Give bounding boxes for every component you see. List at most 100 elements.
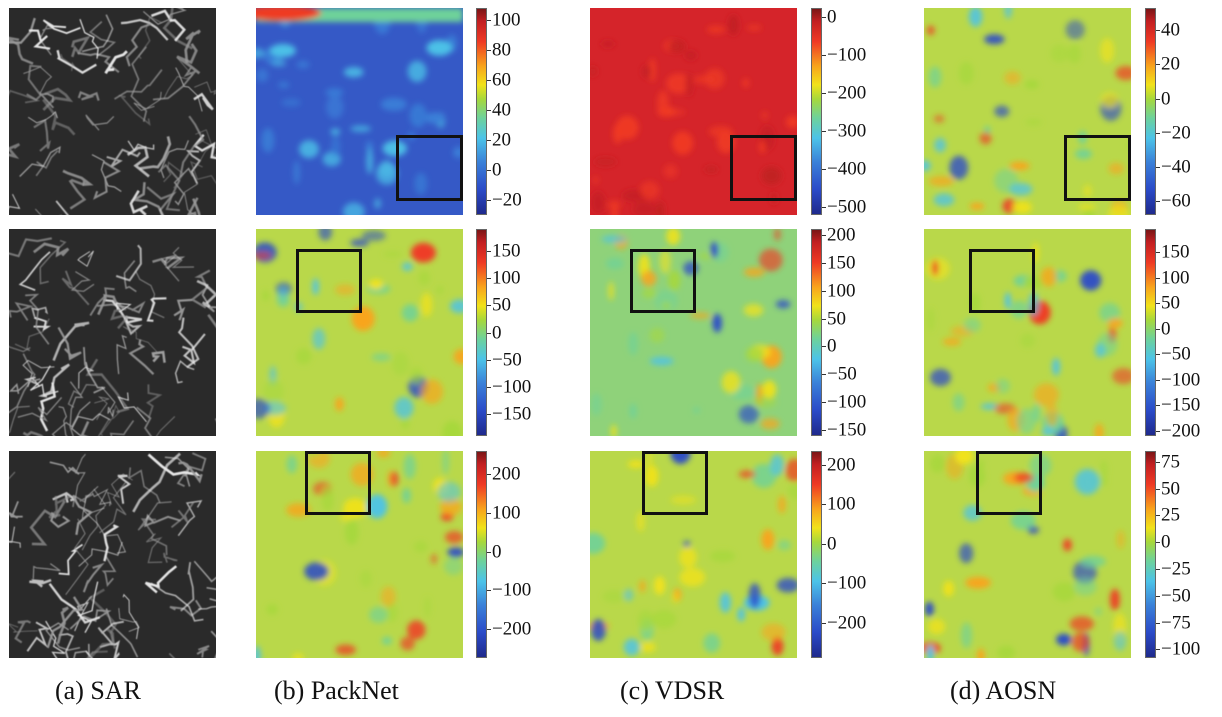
colorbar-tick xyxy=(487,305,491,307)
colorbar-tick xyxy=(487,278,491,280)
colorbar-tick-label: 100 xyxy=(492,9,521,31)
sar-image xyxy=(9,229,216,436)
colorbar-tick xyxy=(487,359,491,361)
colorbar-tick-label: −500 xyxy=(827,196,867,218)
colorbar-tick xyxy=(822,504,826,506)
colorbar-tick-label: 0 xyxy=(827,6,837,28)
colorbar-tick-label: −100 xyxy=(492,376,532,398)
colorbar-tick-label: 0 xyxy=(1161,318,1171,340)
roi-box xyxy=(969,249,1035,313)
colorbar xyxy=(811,8,822,215)
colorbar-tick-label: −50 xyxy=(1161,343,1191,365)
colorbar-tick xyxy=(487,110,491,111)
colorbar-tick xyxy=(1156,622,1160,624)
colorbar-tick xyxy=(487,386,491,388)
colorbar-tick-label: 100 xyxy=(827,280,856,302)
colorbar-tick xyxy=(487,414,491,416)
colorbar-tick xyxy=(1156,430,1160,432)
colorbar-tick-label: −20 xyxy=(492,189,522,211)
colorbar-tick xyxy=(822,374,826,376)
colorbar-tick xyxy=(487,170,491,171)
packnet-error-map xyxy=(256,229,463,436)
colorbar-tick xyxy=(1156,488,1160,490)
colorbar-tick-label: 200 xyxy=(827,454,856,476)
colorbar-tick-label: 100 xyxy=(492,502,521,524)
colorbar-tick xyxy=(487,140,491,141)
colorbar xyxy=(1145,8,1156,215)
colorbar-tick-label: 50 xyxy=(1161,478,1180,500)
colorbar-tick xyxy=(1156,461,1160,463)
colorbar-tick xyxy=(1156,328,1160,330)
colorbar-tick-label: 0 xyxy=(1161,531,1171,553)
colorbar-tick xyxy=(1156,568,1160,570)
colorbar-tick-label: 50 xyxy=(492,294,511,316)
colorbar-tick-label: −100 xyxy=(827,391,867,413)
colorbar-tick xyxy=(1156,252,1160,253)
colorbar-tick-label: 20 xyxy=(1161,53,1180,75)
colorbar xyxy=(1145,451,1156,658)
caption-packnet: (b) PackNet xyxy=(274,676,399,705)
colorbar-tick-label: 40 xyxy=(492,99,511,121)
colorbar-tick xyxy=(1156,405,1160,407)
colorbar-tick xyxy=(1156,132,1160,134)
colorbar xyxy=(476,8,487,215)
colorbar-tick-label: −300 xyxy=(827,120,867,142)
colorbar-tick-label: 25 xyxy=(1161,504,1180,526)
colorbar-tick xyxy=(822,262,826,264)
colorbar-tick-label: 0 xyxy=(492,159,502,181)
colorbar-tick-label: −150 xyxy=(1161,394,1201,416)
colorbar-tick-label: −50 xyxy=(1161,585,1191,607)
sar-image xyxy=(9,8,216,215)
colorbar-tick xyxy=(1156,303,1160,305)
colorbar-tick xyxy=(822,318,826,320)
caption-sar: (a) SAR xyxy=(55,676,141,705)
roi-box xyxy=(730,135,797,201)
roi-box xyxy=(396,135,463,201)
colorbar-tick-label: −200 xyxy=(827,82,867,104)
colorbar-tick-label: 80 xyxy=(492,39,511,61)
colorbar-tick xyxy=(487,250,491,252)
colorbar-tick xyxy=(487,551,491,553)
colorbar-tick-label: 200 xyxy=(827,224,856,246)
colorbar-tick xyxy=(822,464,826,466)
colorbar-tick-label: 0 xyxy=(492,322,502,343)
colorbar-tick-label: −50 xyxy=(492,349,522,371)
colorbar-tick-label: −200 xyxy=(827,612,867,633)
colorbar-tick xyxy=(822,430,826,432)
colorbar-tick xyxy=(822,346,826,348)
colorbar-tick-label: 50 xyxy=(827,308,846,329)
colorbar-tick xyxy=(1156,201,1160,203)
aosn-error-map xyxy=(924,8,1131,215)
colorbar-tick-label: −150 xyxy=(492,403,532,425)
packnet-error-map xyxy=(256,451,463,658)
colorbar-tick xyxy=(487,474,491,476)
colorbar-tick xyxy=(487,628,491,630)
roi-box xyxy=(976,451,1042,515)
colorbar-tick-label: −150 xyxy=(827,419,867,441)
packnet-error-map xyxy=(256,8,463,215)
colorbar-tick-label: 100 xyxy=(492,267,521,289)
vdsr-error-map xyxy=(590,229,797,436)
colorbar-tick-label: 50 xyxy=(1161,292,1180,314)
colorbar-tick-label: 0 xyxy=(827,533,837,555)
roi-box xyxy=(296,249,362,313)
colorbar-tick-label: −400 xyxy=(827,158,867,180)
roi-box xyxy=(630,249,696,313)
colorbar-tick xyxy=(822,543,826,545)
colorbar-tick xyxy=(487,20,491,21)
sar-image xyxy=(9,451,216,658)
colorbar-tick-label: 150 xyxy=(492,240,521,262)
colorbar-tick xyxy=(822,169,826,171)
colorbar-tick-label: −200 xyxy=(1161,420,1201,442)
colorbar-tick xyxy=(487,200,491,201)
colorbar-tick xyxy=(822,402,826,404)
vdsr-error-map xyxy=(590,8,797,215)
colorbar-tick-label: 100 xyxy=(1161,267,1190,289)
vdsr-error-map xyxy=(590,451,797,658)
colorbar-tick-label: −100 xyxy=(827,572,867,594)
colorbar-tick xyxy=(822,207,826,209)
caption-aosn: (d) AOSN xyxy=(950,676,1057,705)
colorbar-tick-label: 200 xyxy=(492,463,521,485)
colorbar-tick xyxy=(822,583,826,585)
colorbar-tick-label: 0 xyxy=(492,541,502,563)
